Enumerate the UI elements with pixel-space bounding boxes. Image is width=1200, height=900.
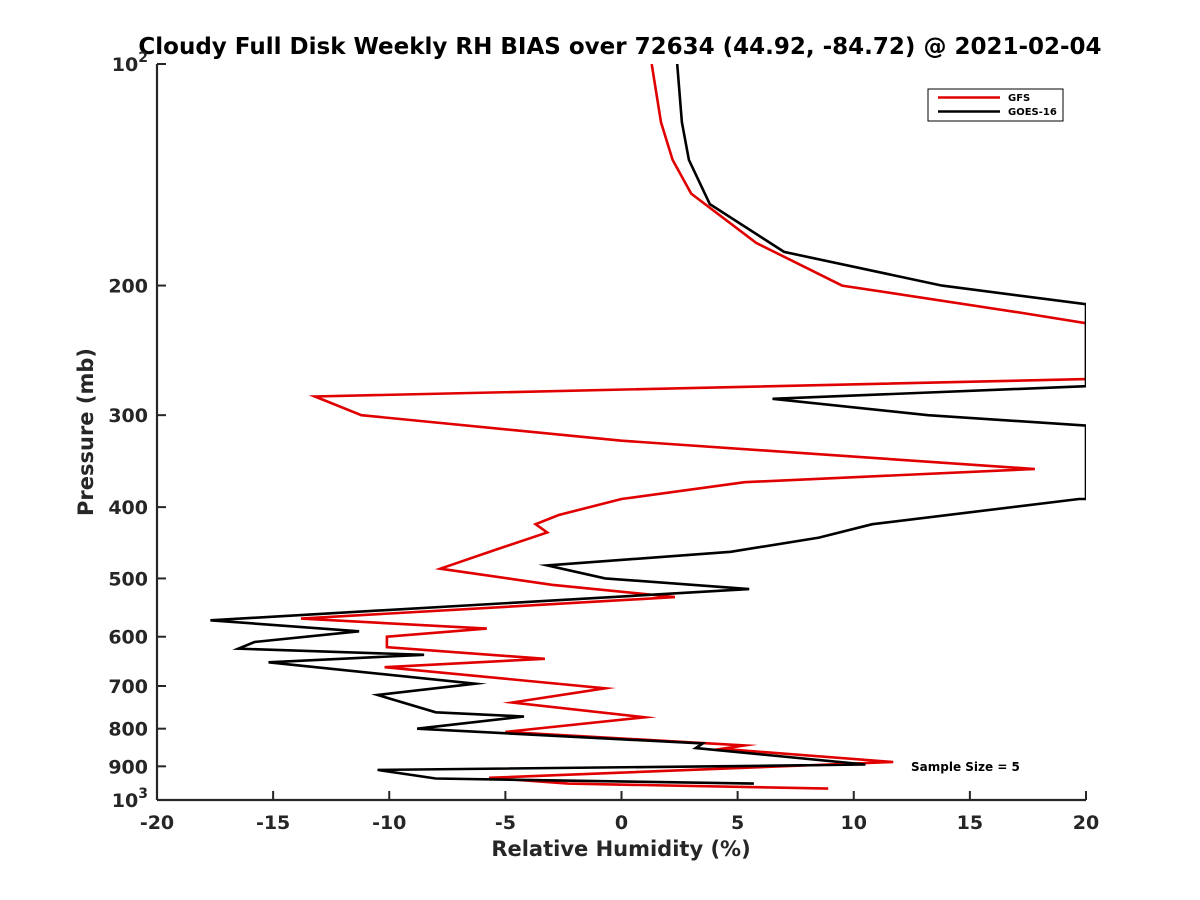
legend: GFS GOES-16 bbox=[927, 88, 1064, 122]
y-axis-ticks: 102 200 300 400 500 600 700 800 900 103 bbox=[108, 50, 166, 812]
y-tick-label: 700 bbox=[108, 676, 148, 698]
x-tick-label: -20 bbox=[140, 812, 174, 834]
plot-area: -20 -15 -10 -5 0 5 10 15 20 102 200 300 400 500 600 70… bbox=[108, 50, 1099, 834]
x-tick-label: 15 bbox=[957, 812, 983, 834]
y-axis-label: Pressure (mb) bbox=[74, 348, 98, 516]
x-tick-label: 0 bbox=[615, 812, 628, 834]
x-tick-label: 10 bbox=[841, 812, 867, 834]
y-tick-label: 600 bbox=[108, 627, 148, 649]
legend-label-goes16: GOES-16 bbox=[1008, 107, 1057, 118]
series-layer bbox=[210, 64, 1086, 790]
chart-title: Cloudy Full Disk Weekly RH BIAS over 726… bbox=[138, 34, 1101, 60]
x-tick-label: -10 bbox=[372, 812, 406, 834]
legend-label-gfs: GFS bbox=[1008, 93, 1030, 104]
series-line-gfs bbox=[300, 64, 1086, 790]
x-tick-label: -15 bbox=[256, 812, 290, 834]
y-tick-label: 400 bbox=[108, 497, 148, 519]
legend-box bbox=[927, 88, 1064, 122]
series-line-goes16 bbox=[210, 64, 1086, 785]
x-axis-ticks: -20 -15 -10 -5 0 5 10 15 20 bbox=[140, 791, 1099, 834]
x-tick-label: 5 bbox=[731, 812, 744, 834]
y-tick-label: 300 bbox=[108, 405, 148, 427]
y-tick-label: 500 bbox=[108, 568, 148, 590]
x-tick-label: 20 bbox=[1073, 812, 1099, 834]
sample-size-annotation: Sample Size = 5 bbox=[911, 760, 1020, 774]
y-tick-label: 102 bbox=[112, 50, 148, 76]
x-tick-label: -5 bbox=[495, 812, 516, 834]
y-tick-label: 200 bbox=[108, 276, 148, 298]
y-tick-label: 800 bbox=[108, 719, 148, 741]
x-axis-label: Relative Humidity (%) bbox=[491, 837, 750, 861]
y-tick-label: 900 bbox=[108, 756, 148, 778]
y-tick-label: 103 bbox=[112, 786, 148, 812]
